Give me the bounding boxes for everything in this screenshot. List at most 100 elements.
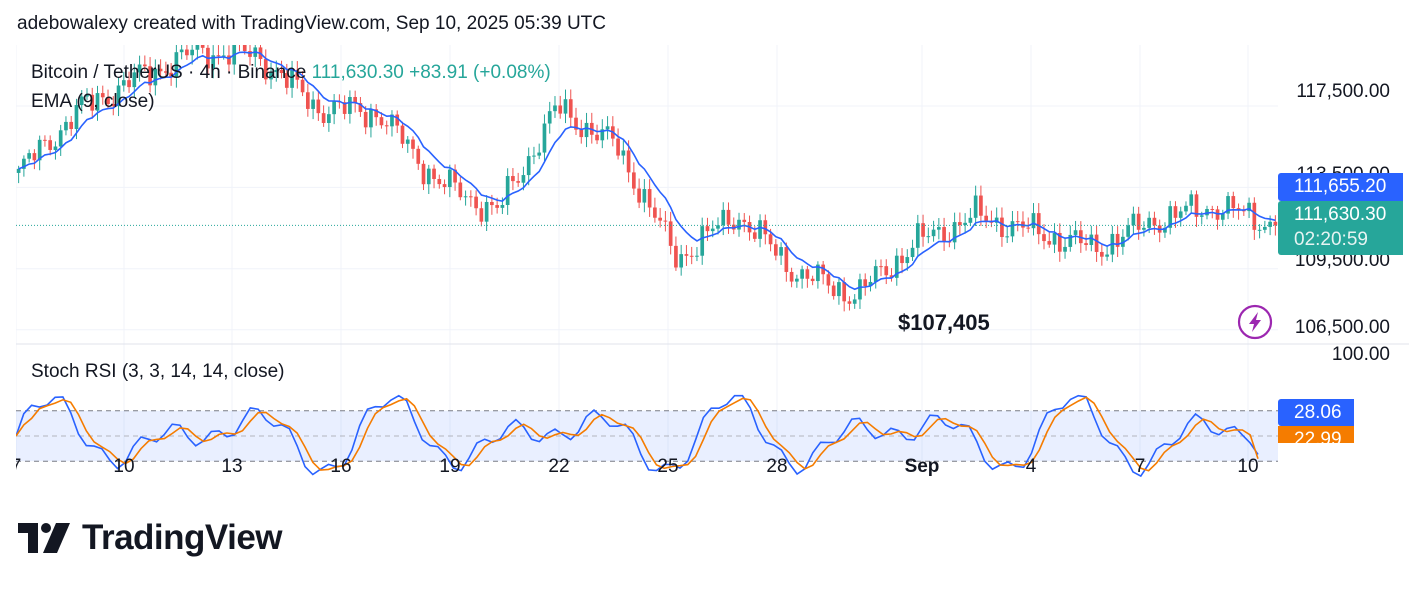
last-price-value: 111,630.30 <box>311 62 404 83</box>
candle <box>516 172 521 187</box>
candle <box>584 112 589 148</box>
candle <box>179 45 184 60</box>
tradingview-wordmark: TradingView <box>82 518 283 557</box>
candle <box>1152 211 1157 235</box>
candle <box>279 60 284 79</box>
time-axis-label: 22 <box>548 456 569 477</box>
candle <box>263 49 268 85</box>
candle <box>1168 200 1173 235</box>
candle <box>1226 192 1230 220</box>
candle <box>216 45 221 65</box>
stoch-d-line <box>16 396 1259 472</box>
candle <box>568 89 573 128</box>
candle <box>185 45 189 60</box>
symbol-legend[interactable]: Bitcoin / TetherUS · 4h · Binance 111,63… <box>31 62 551 84</box>
candle <box>779 242 783 265</box>
candle <box>621 140 626 165</box>
candle <box>332 94 336 125</box>
candle <box>1257 224 1262 239</box>
candle <box>37 135 42 171</box>
candle <box>1084 234 1088 251</box>
candle <box>915 214 920 257</box>
candle <box>926 227 931 244</box>
candle <box>826 270 831 294</box>
candle <box>390 110 394 137</box>
candle <box>1189 190 1194 214</box>
candle <box>1220 209 1225 227</box>
candle <box>295 61 300 89</box>
candle <box>921 214 925 247</box>
candle <box>1252 197 1257 240</box>
last-price-tag-value: 111,630.30 <box>1294 204 1387 225</box>
candle <box>905 249 910 271</box>
ema-legend[interactable]: EMA (9, close) <box>31 91 155 112</box>
candle <box>342 95 347 120</box>
price-axis-label: 109,500.00 <box>1295 250 1390 271</box>
candle <box>931 220 936 242</box>
candle <box>873 259 878 289</box>
candle <box>800 265 804 289</box>
time-axis: 7 10 13 16 19 22 25 28 Sep 4 7 10 <box>16 456 1259 477</box>
candle <box>700 217 705 265</box>
candle <box>847 296 852 311</box>
candle <box>632 162 636 195</box>
candle <box>858 273 862 309</box>
candle <box>53 141 58 160</box>
candle <box>363 106 368 135</box>
candle <box>358 96 363 117</box>
candle <box>579 119 584 144</box>
candle <box>737 212 741 237</box>
candle <box>27 149 31 163</box>
candle <box>805 265 810 288</box>
candle <box>600 119 605 149</box>
price-axis-label: 117,500.00 <box>1296 81 1390 102</box>
candle <box>784 242 789 282</box>
candle <box>595 124 599 145</box>
candle <box>553 96 557 118</box>
candle <box>69 115 74 136</box>
chart-frame[interactable]: 117,500.00113,500.00109,500.00106,500.00… <box>16 45 1409 489</box>
candle <box>384 120 389 135</box>
candle <box>558 95 563 119</box>
candle <box>1063 237 1067 259</box>
time-axis-label: 13 <box>221 456 242 477</box>
candle <box>1005 226 1010 244</box>
stoch-rsi-legend[interactable]: Stoch RSI (3, 3, 14, 14, close) <box>31 361 285 382</box>
time-axis-label: 4 <box>1026 456 1037 477</box>
price-axis-label: 100.00 <box>1332 344 1390 365</box>
candle <box>379 112 384 129</box>
candle <box>1057 223 1062 262</box>
candle <box>1231 191 1236 218</box>
candle <box>884 259 889 285</box>
candle <box>116 77 121 117</box>
candle <box>100 85 105 105</box>
candle <box>64 116 68 136</box>
time-axis-label: 10 <box>1237 456 1258 477</box>
candle <box>111 96 116 116</box>
stoch-d-tag: 22.99 <box>1278 426 1354 443</box>
time-axis-label: 16 <box>330 456 351 477</box>
candle <box>1068 225 1073 252</box>
candle <box>852 294 857 309</box>
candle <box>1031 203 1036 236</box>
candle <box>1247 197 1251 219</box>
chart-canvas[interactable]: 117,500.00113,500.00109,500.00106,500.00… <box>16 45 1409 489</box>
candle <box>458 177 463 201</box>
candle <box>190 45 194 65</box>
candle <box>174 45 179 88</box>
tradingview-logo[interactable]: TradingView <box>18 518 283 558</box>
candle <box>773 239 778 261</box>
candle <box>164 61 168 76</box>
candle <box>137 55 142 82</box>
candle <box>469 190 473 207</box>
candle-countdown: 02:20:59 <box>1294 229 1368 250</box>
candle <box>616 128 620 160</box>
candle <box>238 45 240 52</box>
candle <box>1105 246 1109 261</box>
candle <box>316 91 321 121</box>
candlestick-series <box>16 45 1278 312</box>
candle <box>1163 222 1167 238</box>
candle <box>374 104 379 126</box>
candle <box>637 178 641 209</box>
candle <box>989 210 994 228</box>
